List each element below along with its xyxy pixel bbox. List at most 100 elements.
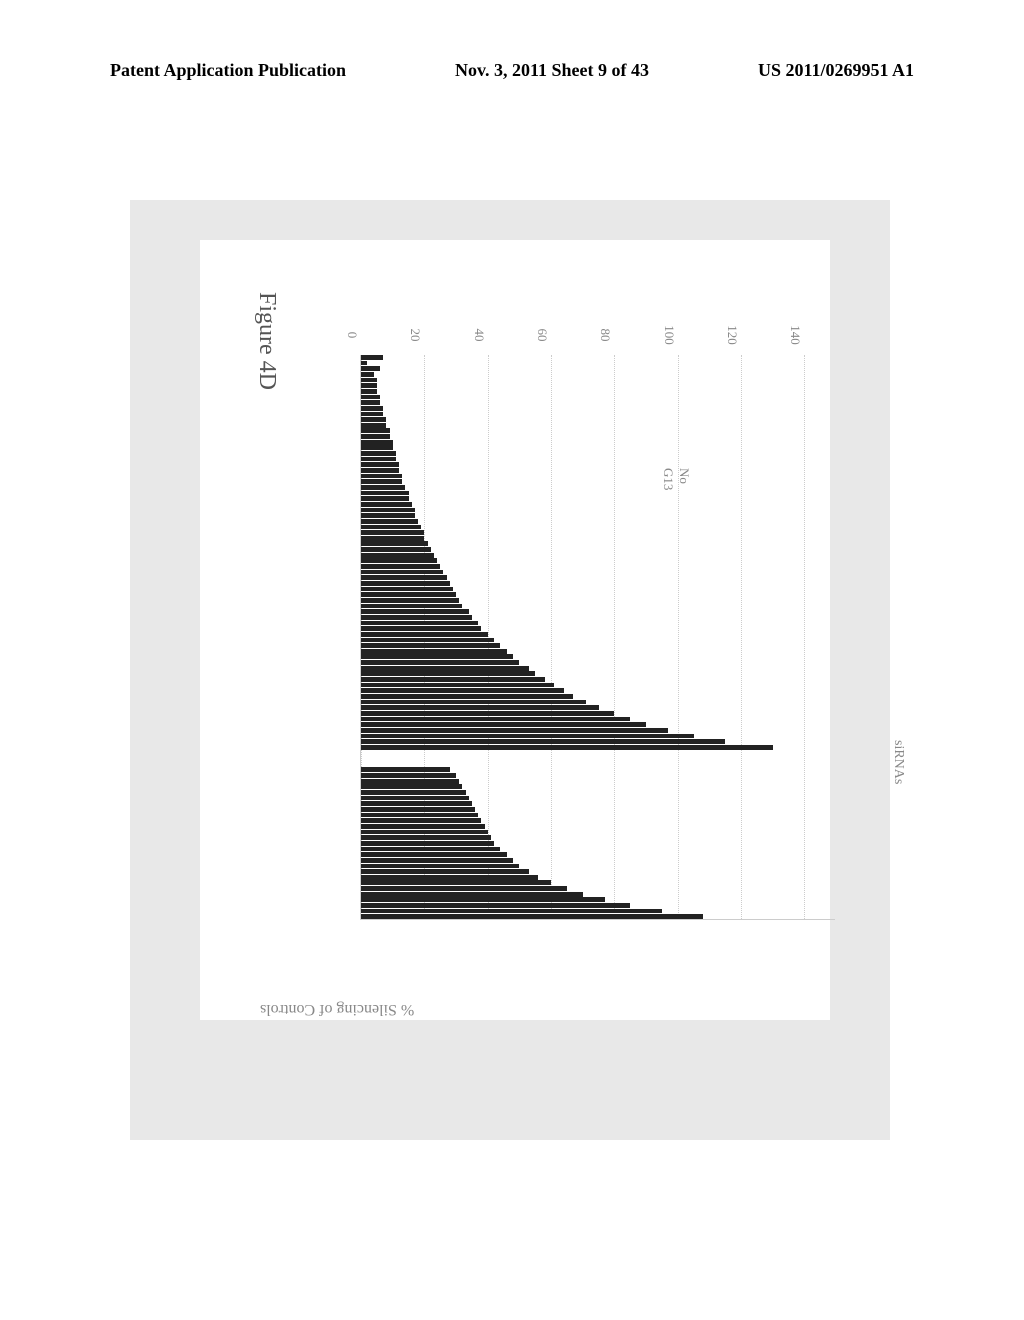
bar bbox=[361, 536, 424, 541]
header-center: Nov. 3, 2011 Sheet 9 of 43 bbox=[455, 60, 649, 81]
bar bbox=[361, 700, 586, 705]
bar bbox=[361, 372, 374, 377]
bar bbox=[361, 807, 475, 812]
bar bbox=[361, 479, 402, 484]
bar bbox=[361, 530, 424, 535]
bar bbox=[361, 587, 453, 592]
bar bbox=[361, 796, 469, 801]
bar bbox=[361, 361, 367, 366]
bar bbox=[361, 711, 614, 716]
bar bbox=[361, 801, 472, 806]
gridline bbox=[551, 355, 552, 919]
ytick-label: 20 bbox=[407, 329, 423, 342]
bar bbox=[361, 558, 437, 563]
bar bbox=[361, 886, 567, 891]
bar bbox=[361, 909, 662, 914]
bar bbox=[361, 547, 431, 552]
bar bbox=[361, 841, 494, 846]
bar bbox=[361, 366, 380, 371]
ytick-label: 80 bbox=[597, 329, 613, 342]
bar bbox=[361, 496, 409, 501]
bar bbox=[361, 513, 415, 518]
annotation-no-g13: No G13 bbox=[660, 468, 692, 490]
bar bbox=[361, 440, 393, 445]
bar bbox=[361, 485, 405, 490]
bar bbox=[361, 671, 535, 676]
bar bbox=[361, 914, 703, 919]
bar bbox=[361, 638, 494, 643]
bar bbox=[361, 813, 478, 818]
header-left: Patent Application Publication bbox=[110, 60, 346, 81]
ytick-label: 60 bbox=[534, 329, 550, 342]
bar bbox=[361, 491, 409, 496]
bar bbox=[361, 570, 443, 575]
bar bbox=[361, 423, 386, 428]
bar bbox=[361, 519, 418, 524]
bar bbox=[361, 434, 390, 439]
bar bbox=[361, 604, 462, 609]
ytick-label: 100 bbox=[661, 325, 677, 345]
bar bbox=[361, 417, 386, 422]
bar bbox=[361, 468, 399, 473]
bar bbox=[361, 784, 462, 789]
bar bbox=[361, 649, 507, 654]
bar bbox=[361, 773, 456, 778]
bar bbox=[361, 739, 725, 744]
bar bbox=[361, 666, 529, 671]
bar bbox=[361, 694, 573, 699]
bar bbox=[361, 818, 481, 823]
bar bbox=[361, 779, 459, 784]
bar bbox=[361, 903, 630, 908]
bar bbox=[361, 525, 421, 530]
gridline bbox=[678, 355, 679, 919]
figure-panel: Figure 4D % Silencing of Controls siRNAs… bbox=[200, 240, 830, 1020]
bar bbox=[361, 880, 551, 885]
bar bbox=[361, 875, 538, 880]
bar bbox=[361, 575, 447, 580]
bar bbox=[361, 688, 564, 693]
bar bbox=[361, 609, 469, 614]
bar bbox=[361, 660, 519, 665]
bar bbox=[361, 745, 773, 750]
bar bbox=[361, 626, 481, 631]
bar bbox=[361, 406, 383, 411]
bar bbox=[361, 445, 393, 450]
bar bbox=[361, 553, 434, 558]
bar bbox=[361, 824, 485, 829]
bar bbox=[361, 722, 646, 727]
bar bbox=[361, 835, 491, 840]
bar bbox=[361, 728, 668, 733]
bar bbox=[361, 412, 383, 417]
bar bbox=[361, 598, 459, 603]
bar bbox=[361, 767, 450, 772]
bar bbox=[361, 564, 440, 569]
bar bbox=[361, 830, 488, 835]
bar bbox=[361, 462, 399, 467]
figure-title: Figure 4D bbox=[253, 292, 280, 390]
bar bbox=[361, 592, 456, 597]
bar bbox=[361, 400, 380, 405]
bar bbox=[361, 355, 383, 360]
gridline bbox=[804, 355, 805, 919]
bar bbox=[361, 389, 377, 394]
gridline bbox=[741, 355, 742, 919]
bar bbox=[361, 677, 545, 682]
bar bbox=[361, 378, 377, 383]
bar bbox=[361, 705, 599, 710]
bar bbox=[361, 451, 396, 456]
chart-area bbox=[360, 355, 835, 920]
ytick-label: 40 bbox=[471, 329, 487, 342]
bar bbox=[361, 734, 694, 739]
bar bbox=[361, 869, 529, 874]
bar bbox=[361, 852, 507, 857]
bar bbox=[361, 790, 466, 795]
bar bbox=[361, 457, 396, 462]
ytick-label: 140 bbox=[787, 325, 803, 345]
bar bbox=[361, 632, 488, 637]
bar bbox=[361, 581, 450, 586]
bar bbox=[361, 621, 478, 626]
bar bbox=[361, 717, 630, 722]
bar bbox=[361, 474, 402, 479]
bar bbox=[361, 383, 377, 388]
figure-container: Figure 4D % Silencing of Controls siRNAs… bbox=[130, 200, 890, 1140]
